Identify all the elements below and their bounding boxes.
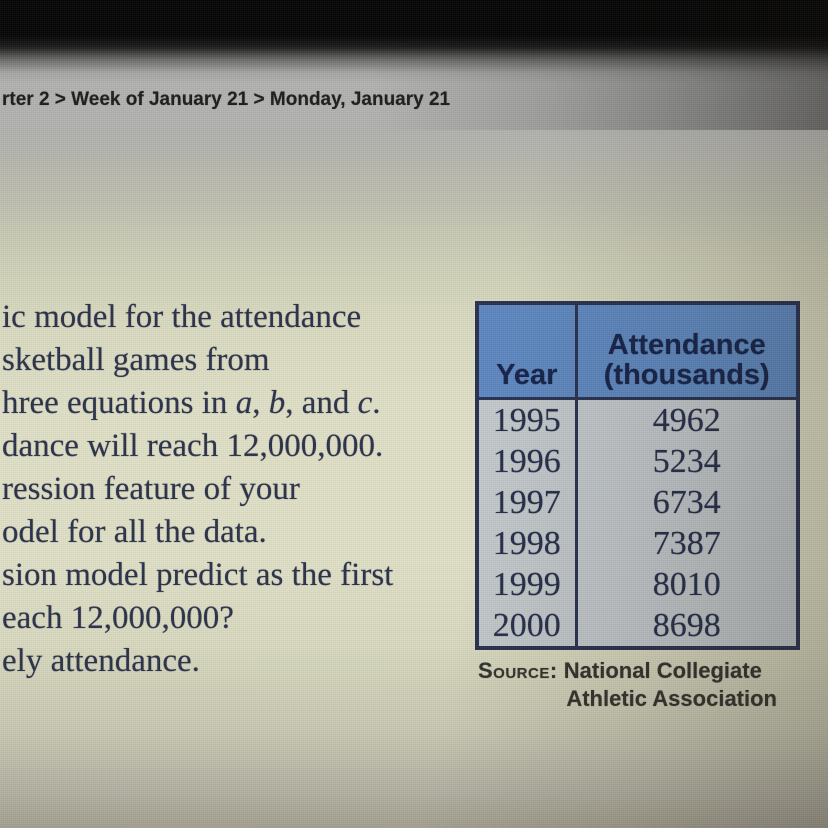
problem-text-line: ely attendance.	[2, 640, 393, 683]
table-row: 1996 5234	[477, 440, 798, 482]
math-variable: a	[235, 385, 253, 421]
attendance-cell: 4962	[574, 398, 798, 441]
problem-text-line: dance will reach 12,000,000.	[2, 425, 393, 468]
problem-text-line: ic model for the attendance	[2, 296, 393, 339]
attendance-cell: 8010	[574, 563, 798, 605]
text-segment: , and	[285, 385, 358, 421]
problem-text-line: hree equations in a, b, and c.	[2, 382, 393, 425]
year-cell: 1996	[492, 442, 561, 480]
text-segment: odel for all the data.	[2, 514, 267, 550]
attendance-table: Year Attendance (thousands) 1995 4962 1996…	[475, 301, 800, 650]
monitor-top-bezel	[0, 0, 828, 130]
problem-text-line: sion model predict as the first	[2, 554, 393, 597]
attendance-cell: 5234	[574, 440, 798, 482]
source-line-1: Source: National Collegiate	[478, 657, 778, 685]
problem-text-line: sketball games from	[2, 339, 393, 382]
source-label: Source:	[478, 658, 558, 683]
table-row: 1995 4962	[477, 398, 798, 441]
table-header-row: Year Attendance (thousands)	[477, 303, 798, 400]
text-segment: sketball games from	[2, 342, 270, 378]
table-row: 1997 6734	[477, 481, 798, 523]
text-segment: .	[372, 385, 381, 421]
text-segment: ression feature of your	[2, 471, 300, 507]
year-cell: 1998	[492, 524, 561, 562]
text-segment: ic model for the attendance	[2, 299, 362, 335]
problem-text-line: ression feature of your	[2, 468, 393, 511]
text-segment: each 12,000,000?	[2, 600, 234, 636]
text-segment: dance will reach 12,000,000.	[2, 428, 384, 464]
problem-text-line: each 12,000,000?	[2, 597, 393, 640]
math-variable: c	[357, 385, 373, 421]
year-column-header: Year	[477, 303, 576, 400]
year-cell: 1997	[492, 483, 561, 521]
source-attribution: Source: National Collegiate Athletic Ass…	[478, 657, 778, 713]
table-row: 2000 8698	[477, 604, 798, 648]
attendance-cell: 6734	[574, 481, 798, 523]
year-cell: 1999	[492, 565, 561, 603]
attendance-cell: 7387	[574, 522, 798, 564]
text-segment: sion model predict as the first	[2, 557, 394, 593]
table-row: 1998 7387	[477, 522, 798, 564]
attendance-header-line1: Attendance	[607, 328, 766, 361]
attendance-header-line2: (thousands)	[603, 358, 770, 391]
breadcrumb[interactable]: rter 2 > Week of January 21 > Monday, Ja…	[2, 89, 451, 110]
text-segment: ,	[252, 385, 269, 421]
problem-text-line: odel for all the data.	[2, 511, 393, 554]
math-variable: b	[268, 385, 286, 421]
source-text: National Collegiate	[563, 658, 762, 683]
text-segment: hree equations in	[2, 385, 236, 421]
text-segment: ely attendance.	[2, 643, 200, 679]
problem-text: ic model for the attendance sketball game…	[2, 296, 393, 683]
attendance-column-header: Attendance (thousands)	[574, 303, 798, 400]
source-line-2: Athletic Association	[566, 686, 777, 711]
attendance-cell: 8698	[574, 604, 798, 648]
year-cell: 1995	[492, 401, 561, 439]
table-row: 1999 8010	[477, 563, 798, 605]
year-cell: 2000	[492, 606, 561, 644]
